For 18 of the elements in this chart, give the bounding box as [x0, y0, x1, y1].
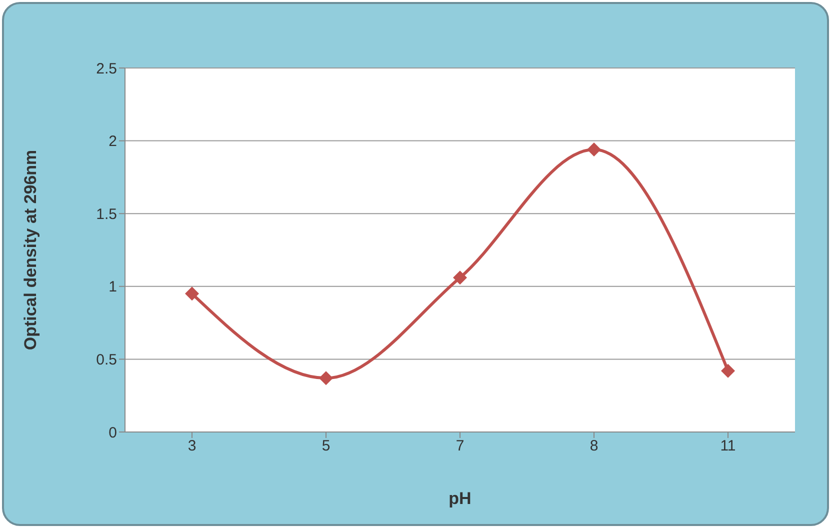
point: [453, 270, 467, 285]
point: [319, 371, 333, 386]
y-tick-label: 1.5: [96, 206, 117, 223]
point: [587, 142, 601, 157]
y-tick-label: 0: [108, 424, 117, 442]
x-tick-label: 7: [456, 438, 464, 455]
y-tick-label: 0.5: [96, 352, 117, 369]
point: [721, 364, 735, 378]
y-tick-label: 2: [108, 133, 117, 150]
x-tick-label: 8: [590, 438, 598, 455]
point: [185, 286, 199, 301]
x-tick-label: 11: [720, 438, 736, 455]
x-tick-label: 3: [188, 438, 196, 455]
x-axis-title: pH: [448, 489, 472, 508]
y-tick-label: 2.5: [96, 60, 117, 78]
y-tick-label: 1: [108, 278, 117, 296]
y-axis-title: Optical density at 296nm: [21, 150, 40, 350]
x-tick-label: 5: [322, 438, 330, 455]
